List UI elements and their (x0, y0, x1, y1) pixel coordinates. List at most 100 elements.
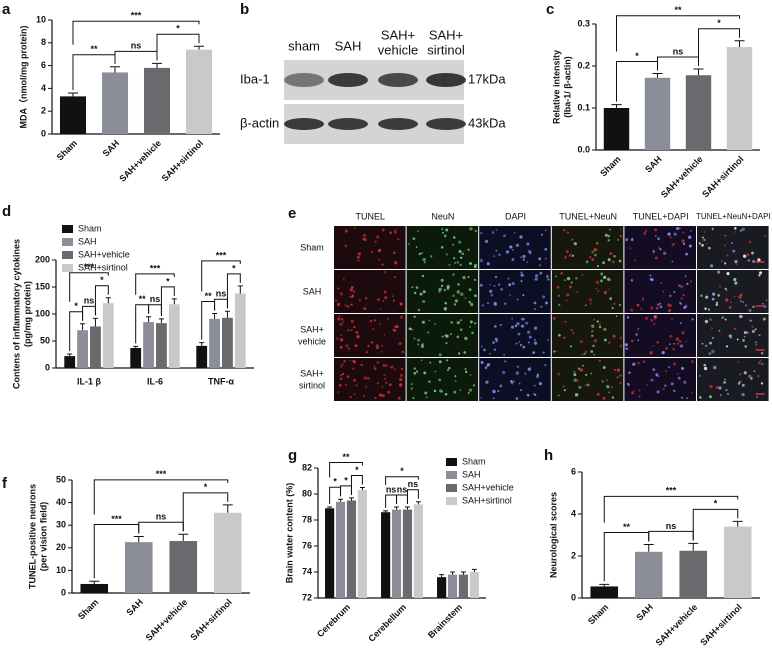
cell (471, 331, 474, 335)
significance-bracket (657, 56, 699, 71)
cell (659, 302, 662, 305)
cell (583, 352, 586, 356)
cell (701, 243, 704, 247)
legend-swatch (62, 238, 73, 246)
panel-label: b (240, 1, 249, 18)
cell (660, 282, 663, 284)
panel-label: e (288, 205, 296, 222)
cell (349, 295, 351, 298)
cell (555, 350, 558, 353)
cell (758, 274, 761, 277)
cell (412, 397, 415, 400)
blot-column-label: SAH+ (429, 27, 463, 42)
error-bar (359, 487, 365, 491)
cell (589, 302, 593, 305)
cell (350, 329, 353, 332)
error-bar (152, 62, 162, 68)
cell (656, 390, 660, 394)
cell (742, 254, 747, 258)
significance-bracket (135, 273, 175, 295)
cell (534, 277, 538, 281)
cell (655, 373, 659, 377)
micrograph-tile (479, 314, 551, 357)
cell (688, 235, 692, 239)
significance-bracket (114, 50, 158, 64)
x-tick-label: SAH (101, 138, 122, 159)
cell (736, 338, 739, 341)
y-tick-label: 6 (41, 60, 46, 70)
cell (570, 281, 573, 284)
cell (685, 340, 688, 343)
cell (340, 377, 343, 380)
cell (577, 367, 581, 370)
cell (488, 352, 491, 355)
significance-bracket (698, 28, 740, 66)
cell (591, 334, 594, 338)
cell (607, 234, 611, 238)
cell (712, 337, 714, 339)
significance-label: *** (111, 514, 122, 524)
cell (729, 336, 733, 339)
cell (453, 303, 457, 306)
significance-label: *** (150, 263, 161, 273)
cell (339, 374, 342, 377)
blot-column-label: vehicle (378, 42, 418, 57)
cell (603, 275, 607, 279)
cell (377, 248, 382, 253)
bar (102, 303, 114, 368)
cell (525, 321, 529, 325)
cell (613, 254, 616, 258)
significance-bracket (692, 508, 739, 541)
significance-bracket (182, 492, 229, 532)
cell (427, 331, 430, 334)
cell (457, 283, 460, 286)
cell (520, 280, 523, 283)
significance-label: * (176, 24, 180, 34)
x-tick-label: TNF-α (208, 376, 234, 386)
cell (662, 388, 665, 391)
cell (758, 361, 761, 365)
cell (748, 308, 752, 313)
cell (529, 252, 532, 255)
cell (438, 353, 442, 357)
cell (499, 324, 502, 326)
significance-label: * (74, 301, 78, 311)
cell (440, 245, 444, 249)
x-tick-label: Sham (55, 138, 79, 162)
y-tick-label: 0 (61, 587, 66, 597)
significance-bracket (93, 479, 229, 515)
bar (603, 108, 630, 150)
cell (585, 260, 589, 264)
micrograph-row-label: SAH (303, 286, 322, 296)
cell (542, 351, 545, 354)
blot-size-label: 43kDa (468, 115, 506, 130)
cell (344, 304, 347, 307)
cell (560, 272, 563, 275)
cell (681, 396, 684, 399)
error-bar (688, 542, 699, 551)
y-tick-label: 2 (571, 550, 576, 560)
cell (725, 298, 729, 302)
significance-label: ns (673, 46, 684, 56)
bar (90, 326, 101, 368)
micrograph-column-label: TUNEL (356, 211, 386, 221)
micrograph-tile (624, 226, 696, 269)
cell (370, 250, 373, 253)
cell (632, 362, 636, 366)
cell (734, 281, 738, 285)
cell (494, 275, 498, 279)
significance-bracket (648, 530, 694, 542)
cell (353, 325, 356, 329)
x-tick-label: Sham (598, 154, 622, 178)
cell (452, 294, 455, 297)
cell (563, 389, 566, 392)
cell (445, 228, 449, 232)
cell (611, 306, 614, 310)
cell (452, 273, 455, 276)
cell (681, 366, 685, 370)
cell (336, 337, 339, 340)
cell (492, 389, 496, 394)
y-tick-label: 0.1 (577, 102, 590, 112)
cell (362, 394, 366, 397)
